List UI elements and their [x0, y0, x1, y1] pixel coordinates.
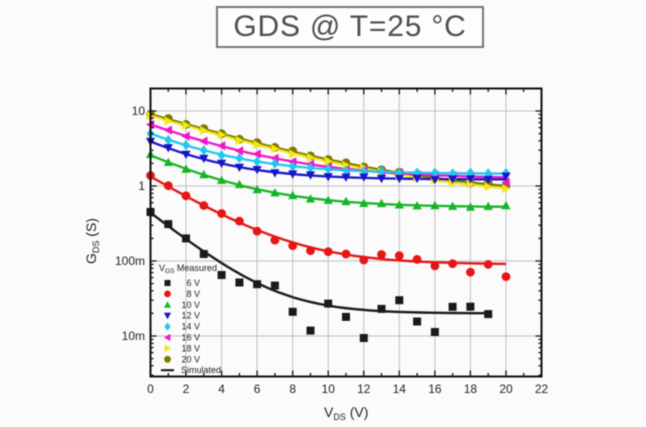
svg-text:2: 2	[183, 382, 190, 396]
svg-text:6 V: 6 V	[186, 278, 200, 288]
svg-text:22: 22	[535, 382, 549, 396]
svg-text:4: 4	[218, 382, 225, 396]
svg-text:10 V: 10 V	[181, 300, 200, 310]
svg-text:8: 8	[289, 382, 296, 396]
svg-text:0: 0	[147, 382, 154, 396]
svg-text:18: 18	[464, 382, 478, 396]
svg-text:Simulated: Simulated	[181, 365, 221, 375]
svg-text:8 V: 8 V	[186, 289, 200, 299]
svg-text:14: 14	[393, 382, 407, 396]
svg-text:1: 1	[138, 179, 145, 193]
svg-text:VDS (V): VDS (V)	[324, 404, 368, 422]
svg-text:10: 10	[322, 382, 336, 396]
svg-text:20 V: 20 V	[181, 354, 200, 364]
svg-text:GDS (S): GDS (S)	[83, 218, 101, 264]
svg-text:14 V: 14 V	[181, 322, 200, 332]
svg-text:10m: 10m	[122, 329, 145, 343]
svg-text:10: 10	[132, 104, 146, 118]
svg-text:VGS Measured: VGS Measured	[159, 263, 217, 275]
svg-text:18 V: 18 V	[181, 343, 200, 353]
svg-text:16: 16	[428, 382, 442, 396]
svg-text:6: 6	[254, 382, 261, 396]
svg-text:100m: 100m	[115, 254, 145, 268]
svg-text:12 V: 12 V	[181, 311, 200, 321]
svg-text:16 V: 16 V	[181, 333, 200, 343]
svg-text:12: 12	[357, 382, 371, 396]
svg-text:20: 20	[499, 382, 513, 396]
